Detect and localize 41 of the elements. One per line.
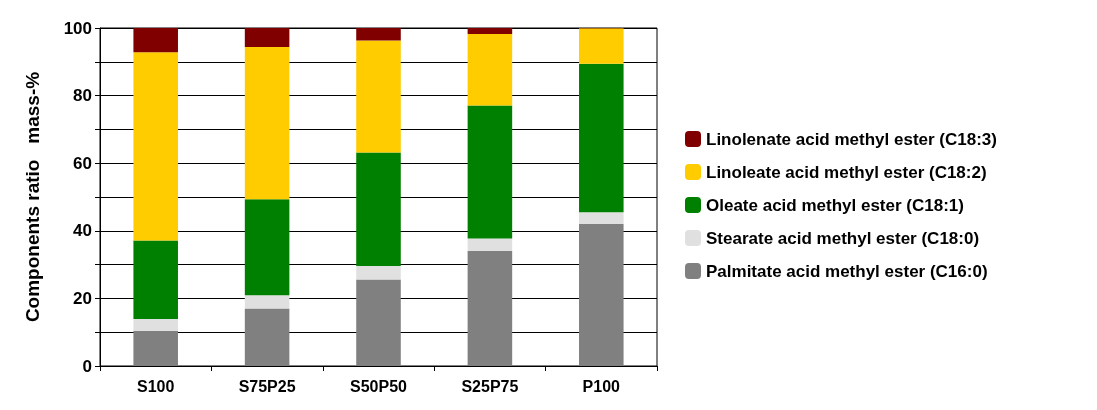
bar [244,46,290,200]
y-tick-label: 80 [73,86,92,106]
bar [579,63,624,213]
bar [133,240,178,320]
legend-label: Stearate acid methyl ester (C18:0) [706,228,980,248]
bar [244,295,290,309]
y-tick-label: 60 [73,153,92,173]
bar [244,308,290,366]
bar [133,319,178,331]
bar [579,223,624,366]
bar [356,152,401,266]
bar [467,251,513,366]
x-tick-label: S100 [137,377,175,395]
y-tick-label: 40 [73,221,92,241]
legend-label: Linoleate acid methyl ester (C18:2) [706,162,987,182]
y-axis-title: Components ratio mass-% [22,71,43,323]
bar [467,105,513,239]
y-tick-label: 20 [73,288,92,308]
y-tick-label: 100 [63,18,92,38]
bar [133,28,178,53]
bar [356,265,401,280]
legend-label: Palmitate acid methyl ester (C16:0) [706,261,988,281]
bar [133,330,178,366]
x-tick-label: S75P25 [238,377,296,395]
bar [244,199,290,296]
bar [467,34,513,106]
bar [356,28,401,41]
legend-label: Linolenate acid methyl ester (C18:3) [706,129,997,149]
x-tick-label: S25P75 [461,377,519,395]
legend-label: Oleate acid methyl ester (C18:1) [706,195,964,215]
x-tick-label: P100 [582,377,621,395]
bar [244,28,290,47]
bar [133,52,178,241]
bar [356,40,401,153]
y-tick-label: 0 [82,356,92,376]
bar [579,28,624,64]
bar [467,28,513,35]
bar [356,279,401,366]
bar [467,238,513,252]
x-tick-label: S50P50 [350,377,408,395]
bar [579,212,624,224]
